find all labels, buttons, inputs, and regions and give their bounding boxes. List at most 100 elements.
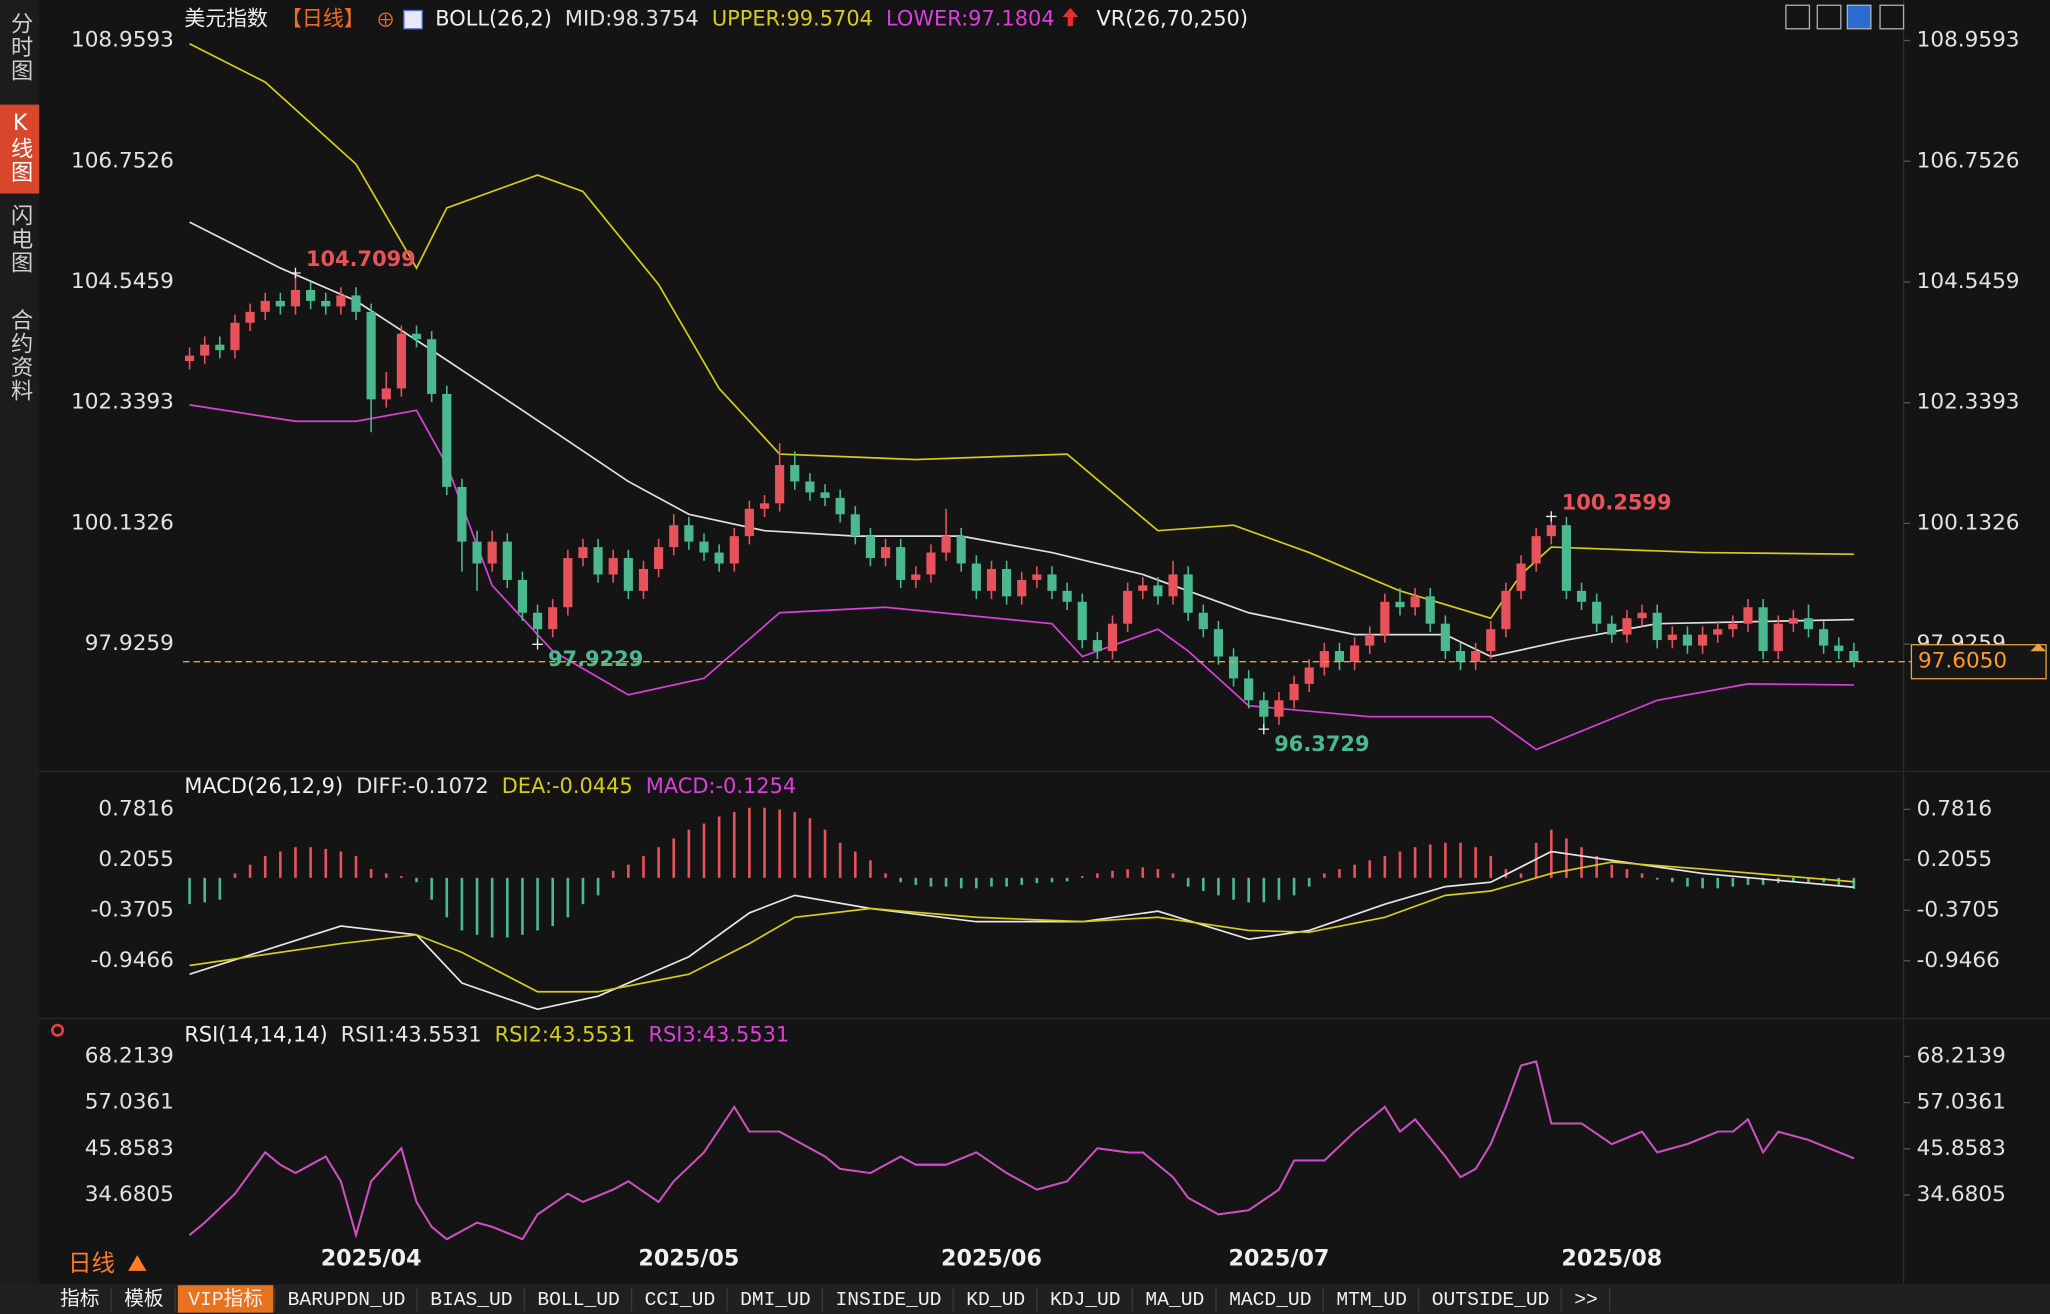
legend-entry: MID:98.3754 (565, 7, 699, 31)
candle-body (926, 552, 936, 575)
tab[interactable] (277, 1285, 416, 1313)
indicator-name: RSI(14,14,14) (184, 1022, 327, 1046)
tab-label[interactable]: KDJ_UD (1050, 1289, 1121, 1311)
tab-label[interactable]: DMI_UD (740, 1289, 811, 1311)
legend-entry: MACD:-0.1254 (646, 774, 796, 798)
tab[interactable] (1421, 1285, 1560, 1313)
indicator-line (189, 850, 1854, 1011)
x-tick-label: 2025/06 (941, 1246, 1042, 1272)
tab-label[interactable]: BIAS_UD (430, 1289, 512, 1311)
candle-body (759, 503, 770, 509)
candle-body (1017, 579, 1027, 597)
candle-body (306, 289, 316, 301)
y-tick-label: 108.9593 (71, 28, 174, 53)
candle-body (442, 393, 452, 487)
sidebar-item[interactable] (0, 6, 40, 99)
extreme-marker (1546, 511, 1557, 522)
candle-body (971, 563, 981, 591)
tab[interactable] (49, 1285, 110, 1313)
candle-body (1713, 629, 1723, 635)
tab-label[interactable]: BARUPDN_UD (288, 1289, 406, 1311)
candle-body (593, 547, 603, 575)
candle-body (1531, 536, 1541, 564)
y-tick-label: 45.8583 (1917, 1136, 2006, 1161)
sidebar-item[interactable] (0, 198, 40, 296)
candle-body (1289, 683, 1299, 701)
candle-body (1622, 618, 1632, 635)
candle-body (1198, 612, 1208, 630)
tab[interactable] (1563, 1285, 1609, 1313)
extreme-marker (532, 639, 543, 650)
tab-label[interactable]: MACD_UD (1229, 1289, 1311, 1311)
y-tick-label: -0.3705 (1917, 897, 2000, 922)
icon-button[interactable] (1785, 4, 1811, 30)
tab[interactable] (825, 1285, 952, 1313)
candle-body (638, 568, 649, 591)
candle-body (896, 547, 906, 580)
y-tick-label: 106.7526 (71, 148, 174, 173)
tab-label[interactable]: VIP指标 (188, 1288, 263, 1311)
tab[interactable] (419, 1285, 524, 1313)
candle-body (1561, 525, 1571, 591)
tab-label[interactable]: MA_UD (1145, 1289, 1204, 1311)
y-tick-label: 57.0361 (1917, 1090, 2006, 1115)
legend-entry: DIFF:-0.1072 (356, 774, 488, 798)
sidebar-label[interactable]: 闪电图 (7, 204, 33, 275)
tab-label[interactable]: 指标 (60, 1288, 99, 1311)
extreme-marker (290, 267, 301, 279)
icon-button[interactable] (1846, 4, 1872, 30)
tab[interactable] (526, 1285, 631, 1313)
candle-body (1516, 563, 1526, 591)
x-tick-label: 2025/04 (321, 1246, 422, 1272)
candle-body (1077, 601, 1087, 641)
period-arrow (128, 1255, 147, 1271)
tab[interactable] (1325, 1285, 1418, 1313)
candle-body (517, 579, 528, 613)
tab[interactable] (634, 1285, 726, 1313)
tab[interactable] (955, 1285, 1036, 1313)
tab-label[interactable]: INSIDE_UD (836, 1289, 942, 1311)
icon-button[interactable] (1816, 4, 1842, 30)
tab-label[interactable]: 模板 (124, 1288, 163, 1311)
candle-body (290, 289, 301, 307)
candle-body (1698, 634, 1708, 646)
y-tick-label: 68.2139 (1917, 1043, 2006, 1068)
candle-body (1259, 700, 1269, 717)
sidebar-label[interactable]: 合约资料 (7, 308, 33, 403)
icon-button[interactable] (1879, 4, 1905, 30)
candle-body (1334, 651, 1345, 662)
tab[interactable] (729, 1285, 822, 1313)
sidebar-label[interactable]: K线图 (7, 110, 33, 184)
tab-label[interactable]: MTM_UD (1336, 1289, 1407, 1311)
sidebar-item[interactable] (0, 303, 40, 425)
tab-label[interactable]: KD_UD (966, 1289, 1025, 1311)
candle-body (744, 508, 754, 537)
candle-body (200, 344, 210, 356)
candle-body (1728, 623, 1738, 630)
candle-body (1274, 700, 1284, 717)
tab-label[interactable]: BOLL_UD (537, 1289, 619, 1311)
x-tick-label: 2025/07 (1229, 1246, 1330, 1272)
y-tick-label: 0.7816 (98, 796, 173, 821)
candle-body (366, 311, 376, 400)
legend-entry: RSI1:43.5531 (341, 1022, 482, 1046)
x-tick-label: 2025/08 (1561, 1246, 1662, 1272)
tab[interactable] (1039, 1285, 1132, 1313)
tab[interactable] (1218, 1285, 1322, 1313)
sidebar-item[interactable] (0, 104, 40, 194)
tab[interactable] (113, 1285, 174, 1313)
candle-body (1365, 634, 1375, 646)
candle-body (790, 465, 800, 482)
tab[interactable] (1134, 1285, 1215, 1313)
tab-label[interactable]: CCI_UD (645, 1289, 716, 1311)
toolbar-icons (1785, 4, 1905, 30)
candle-body (275, 300, 285, 307)
add-icon (380, 14, 391, 25)
candle-body (1471, 651, 1481, 662)
tab[interactable] (177, 1285, 274, 1313)
sidebar-label[interactable]: 分时图 (7, 11, 33, 82)
tab-label[interactable]: OUTSIDE_UD (1432, 1289, 1550, 1311)
tab-label[interactable]: >> (1574, 1289, 1598, 1311)
add-icon (378, 12, 393, 27)
candle-body (850, 514, 860, 537)
